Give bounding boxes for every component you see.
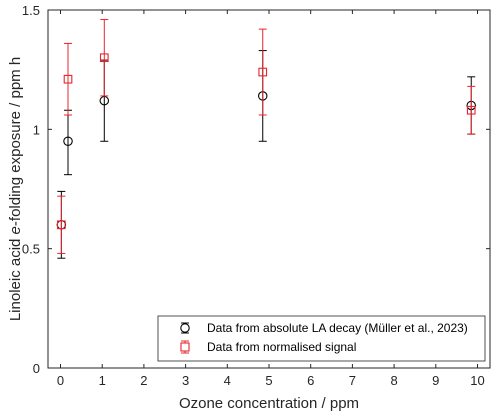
legend-label-normalised: Data from normalised signal <box>207 340 356 354</box>
series-layer <box>56 19 476 259</box>
plot-frame <box>47 9 491 369</box>
x-tick-label: 3 <box>182 373 189 388</box>
y-axis-title-italic: e <box>7 226 24 234</box>
x-tick-label: 10 <box>470 373 484 388</box>
y-tick-label: 0.5 <box>22 242 40 257</box>
x-axis-title: Ozone concentration / ppm <box>179 395 359 412</box>
y-tick-label: 1 <box>33 122 40 137</box>
legend-entry-normalised: Data from normalised signal <box>180 340 356 354</box>
x-tick-label: 2 <box>140 373 147 388</box>
data-point <box>466 105 476 115</box>
legend-marker-absolute <box>180 323 190 333</box>
y-axis-title-part-2: -folding exposure / ppm h <box>7 57 24 226</box>
y-tick-label: 0 <box>33 361 40 376</box>
data-point <box>99 95 110 106</box>
legend-label-absolute: Data from absolute LA decay (Müller et a… <box>207 321 468 335</box>
x-tick-label: 4 <box>224 373 231 388</box>
data-point <box>63 74 73 84</box>
y-axis-title: Linoleic acid e-folding exposure / ppm h <box>7 57 24 321</box>
x-tick-label: 5 <box>265 373 272 388</box>
x-tick-label: 9 <box>432 373 439 388</box>
y-axis: 0 0.5 1 1.5 <box>22 3 490 376</box>
data-point <box>258 67 268 77</box>
x-tick-label: 7 <box>349 373 356 388</box>
legend: Data from absolute LA decay (Müller et a… <box>157 315 486 362</box>
x-tick-label: 8 <box>390 373 397 388</box>
legend-box <box>157 315 486 362</box>
x-tick-label: 0 <box>57 373 64 388</box>
data-point <box>56 220 66 230</box>
series-2 <box>56 19 476 254</box>
legend-entry-absolute: Data from absolute LA decay (Müller et a… <box>180 321 468 335</box>
y-axis-title-part-1: Linoleic acid <box>7 234 24 321</box>
x-tick-label: 1 <box>99 373 106 388</box>
x-tick-label: 6 <box>307 373 314 388</box>
y-tick-label: 1.5 <box>22 3 40 18</box>
plot-area <box>47 9 491 369</box>
data-point <box>99 53 109 63</box>
data-point <box>63 136 73 147</box>
x-axis: 0 1 2 3 4 5 6 7 8 9 10 <box>57 10 485 388</box>
legend-marker-normalised <box>180 342 190 352</box>
